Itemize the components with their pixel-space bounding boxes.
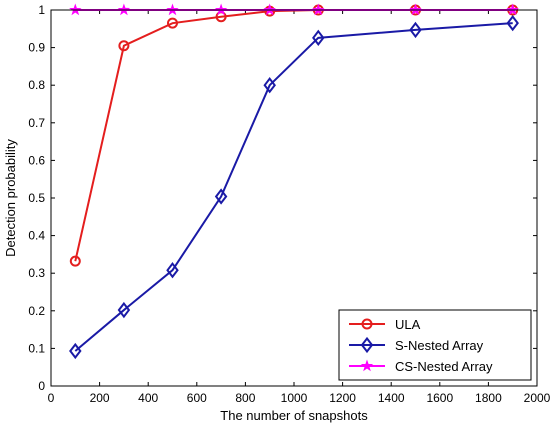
data-point — [263, 77, 276, 94]
y-axis-label: Detection probability — [3, 139, 18, 257]
y-tick-label: 0.5 — [28, 191, 45, 205]
y-tick-label: 0.9 — [28, 41, 45, 55]
y-tick-label: 0.7 — [28, 116, 45, 130]
x-tick-label: 1800 — [475, 391, 502, 405]
data-point — [409, 21, 422, 39]
series-s-nested-array — [69, 15, 519, 360]
plot-frame — [50, 9, 538, 387]
x-tick-label: 1000 — [281, 391, 308, 405]
y-tick-label: 0.4 — [28, 229, 45, 243]
x-tick-label: 400 — [138, 391, 158, 405]
data-point — [167, 17, 178, 29]
x-tick-label: 1200 — [329, 391, 356, 405]
legend: ULA S-Nested Array CS-Nested Array — [338, 309, 532, 381]
x-tick-label: 800 — [235, 391, 255, 405]
legend-marker — [361, 318, 373, 330]
data-point — [214, 188, 228, 205]
x-axis-label: The number of snapshots — [220, 408, 368, 423]
x-tick-label: 600 — [187, 391, 207, 405]
data-point — [118, 40, 130, 52]
x-tick-label: 1400 — [378, 391, 405, 405]
y-tick-label: 1 — [38, 3, 45, 17]
series-line — [74, 22, 513, 352]
data-point — [69, 255, 81, 267]
data-point — [506, 15, 519, 32]
data-point — [69, 342, 82, 360]
legend-marker — [360, 336, 374, 354]
x-tick-label: 200 — [90, 391, 110, 405]
legend-marker — [360, 359, 374, 372]
legend-label: ULA — [395, 317, 421, 332]
legend-label: CS-Nested Array — [395, 359, 493, 374]
data-point — [312, 29, 325, 46]
y-tick-label: 0.8 — [28, 78, 45, 92]
y-tick-label: 0.1 — [28, 341, 45, 355]
axis-tick-labels: 0 200 400 600 800 1000 1200 1400 1600 1800 2000 0 0.… — [28, 3, 550, 405]
y-tick-label: 0.2 — [28, 304, 45, 318]
y-tick-label: 0.6 — [28, 153, 45, 167]
x-tick-label: 2000 — [524, 391, 550, 405]
legend-label: S-Nested Array — [395, 338, 484, 353]
y-tick-label: 0 — [38, 379, 45, 393]
x-tick-label: 0 — [48, 391, 55, 405]
x-tick-label: 1600 — [426, 391, 453, 405]
y-tick-label: 0.3 — [28, 266, 45, 280]
data-point — [166, 262, 179, 279]
data-point — [117, 301, 131, 319]
